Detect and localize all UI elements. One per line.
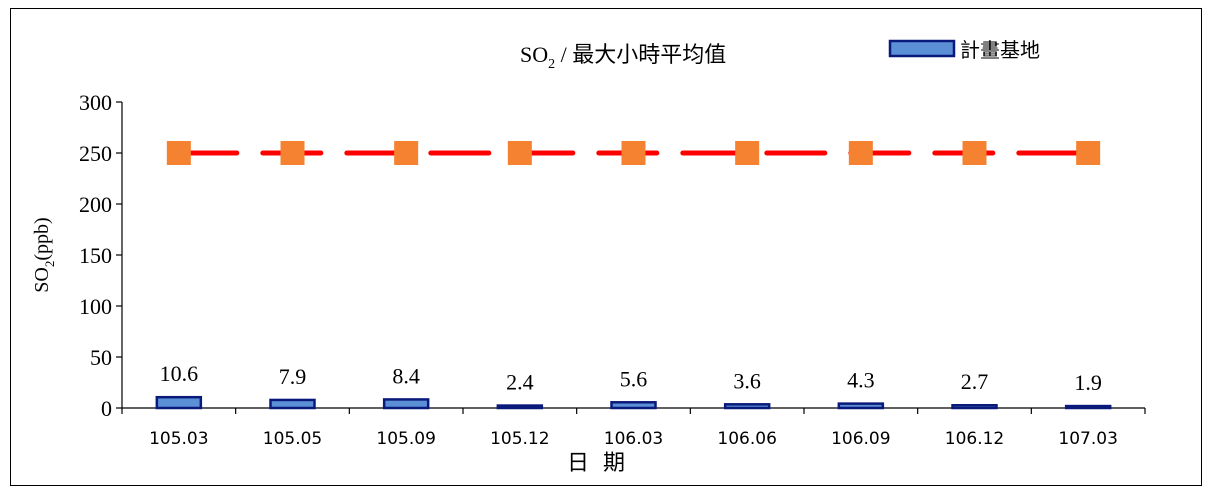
y-tick-label: 100 (79, 294, 112, 319)
bar-value-label: 7.9 (279, 364, 307, 389)
y-tick-label: 0 (101, 396, 112, 421)
bar (496, 404, 544, 410)
x-tick-label: 106.12 (945, 429, 1004, 449)
reference-marker (621, 141, 646, 165)
y-tick-label: 250 (79, 141, 112, 166)
reference-marker (507, 141, 532, 165)
legend-label: 計畫基地 (960, 38, 1040, 62)
y-tick-label: 300 (79, 90, 112, 115)
y-axis-label: SO2(ppb) (31, 217, 57, 292)
chart-title: SO2 / 最大小時平均值 (520, 42, 726, 72)
bar-value-label: 8.4 (392, 363, 420, 388)
reference-marker (1076, 141, 1101, 165)
y-tick-label: 150 (79, 243, 112, 268)
x-tick-label: 105.12 (490, 429, 549, 449)
x-tick-label: 106.09 (831, 429, 890, 449)
x-tick-label: 105.03 (149, 429, 208, 449)
bar-value-label: 2.7 (961, 369, 989, 394)
bar (155, 395, 203, 410)
x-tick-label: 105.09 (376, 429, 435, 449)
bar (837, 402, 885, 410)
x-tick-label: 105.05 (263, 429, 322, 449)
bar (951, 403, 998, 410)
x-tick-label: 107.03 (1058, 429, 1117, 449)
reference-marker (735, 141, 760, 165)
reference-series (166, 141, 1101, 165)
reference-marker (166, 141, 191, 165)
x-tick-label: 106.03 (604, 429, 663, 449)
reference-marker (848, 141, 873, 165)
bar-value-label: 5.6 (620, 366, 648, 391)
reference-marker (394, 141, 419, 165)
x-axis-label: 日 期 (567, 451, 625, 476)
bar (269, 398, 316, 410)
reference-marker (962, 141, 987, 165)
bar (610, 401, 657, 410)
y-tick-label: 200 (79, 192, 112, 217)
bar-value-label: 1.9 (1074, 370, 1102, 395)
legend-swatch (888, 39, 956, 58)
chart-frame (10, 8, 1202, 486)
bar-value-label: 10.6 (160, 361, 199, 386)
bar (382, 398, 430, 410)
bar-value-label: 2.4 (506, 370, 534, 395)
bar (723, 403, 771, 410)
bar-series: 10.6 7.9 8.4 2.4 5.6 3.6 4.3 2.7 1.9 (155, 361, 1112, 410)
bar-value-label: 4.3 (847, 368, 875, 393)
x-tick-label: 106.06 (717, 429, 776, 449)
bar (1064, 404, 1112, 410)
bar-value-label: 3.6 (733, 368, 761, 393)
reference-marker (280, 141, 305, 165)
y-tick-label: 50 (90, 345, 112, 370)
